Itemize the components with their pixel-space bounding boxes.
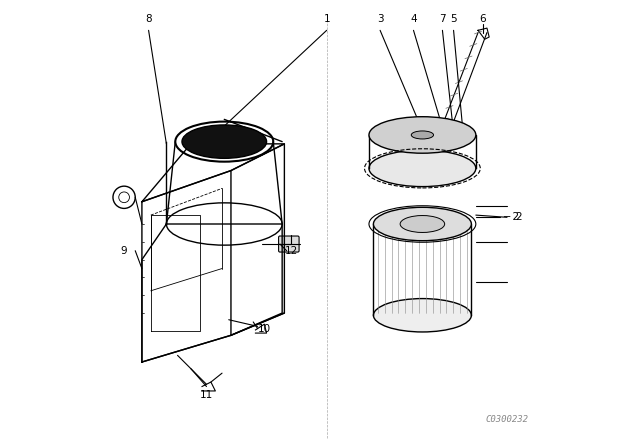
Text: 4: 4 [410,14,417,24]
Text: 10: 10 [258,323,271,334]
Text: 2: 2 [515,212,522,222]
Text: 9: 9 [121,246,127,256]
Text: 8: 8 [145,14,152,24]
Ellipse shape [373,298,472,332]
Text: 11: 11 [200,390,213,401]
Text: 1: 1 [323,14,330,24]
Text: 5: 5 [451,14,457,24]
Ellipse shape [369,116,476,153]
Text: C0300232: C0300232 [486,415,529,424]
Text: 7: 7 [439,14,445,24]
Text: ─ 2: ─ 2 [504,212,520,222]
FancyBboxPatch shape [278,236,299,252]
Ellipse shape [373,207,472,241]
Ellipse shape [182,125,267,158]
Ellipse shape [369,150,476,187]
Ellipse shape [400,215,445,233]
Text: 6: 6 [479,14,486,24]
Text: 3: 3 [377,14,383,24]
Ellipse shape [412,131,433,139]
Text: 12: 12 [284,246,298,256]
